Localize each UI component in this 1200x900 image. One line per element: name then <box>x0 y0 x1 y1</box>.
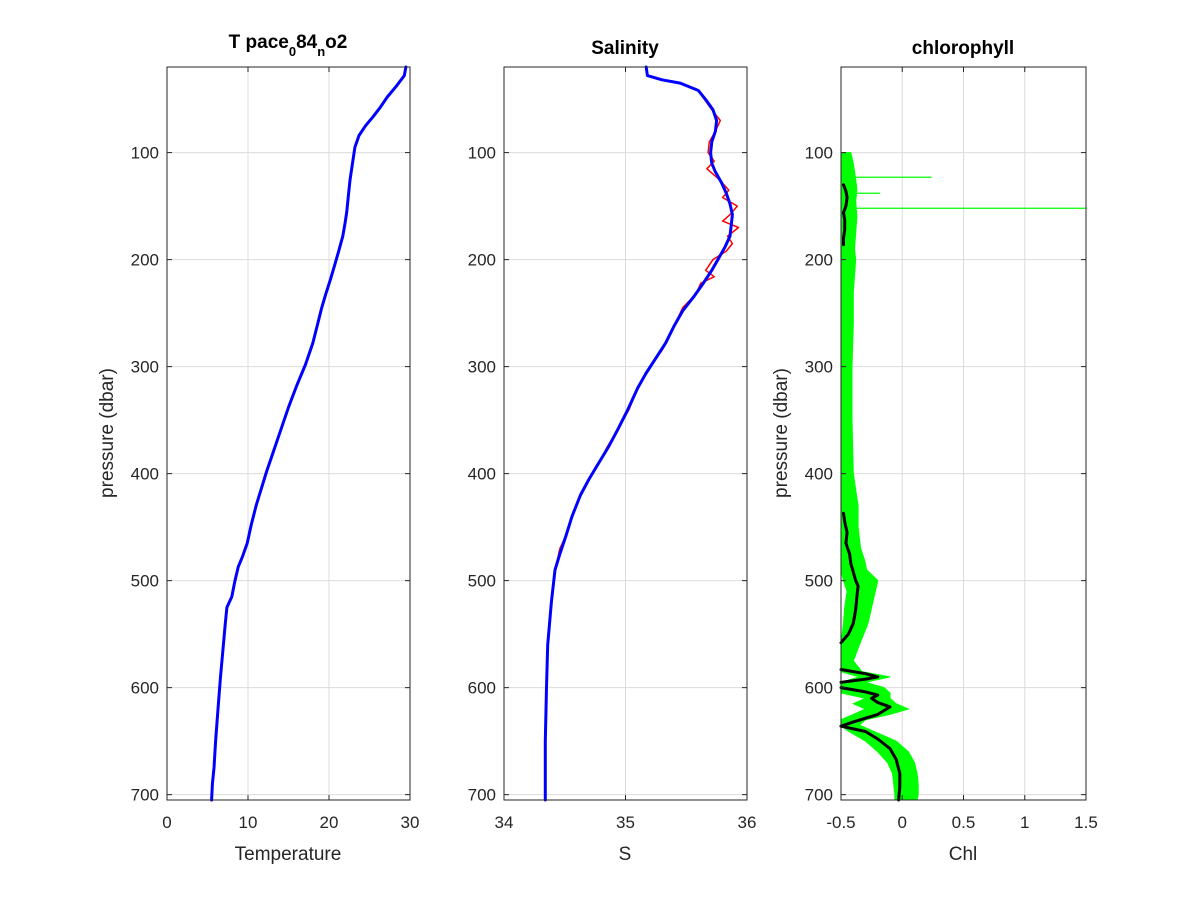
temperature-title: T pace084no2 <box>229 32 348 59</box>
chlorophyll-smoothed-line-segment <box>839 686 892 728</box>
temperature-y-tick-label: 700 <box>131 786 159 805</box>
temperature-grid <box>167 67 410 800</box>
salinity-x-tick-label: 34 <box>495 813 514 832</box>
temperature-x-tick-label: 0 <box>162 813 171 832</box>
salinity-x-axis-label: S <box>619 844 632 865</box>
chlorophyll-y-tick-label: 700 <box>805 786 833 805</box>
chlorophyll-x-tick-label: -0.5 <box>826 813 855 832</box>
chlorophyll-axes-box <box>840 66 1087 801</box>
temperature-x-tick-label: 30 <box>401 813 420 832</box>
chlorophyll-y-tick-label: 200 <box>805 251 833 270</box>
chlorophyll-ticks: -0.5 0 0.5 1 1.5 100 200 300 400 500 600 700 <box>805 67 1098 832</box>
chlorophyll-grid <box>841 67 1086 800</box>
chlorophyll-x-tick-label: 1.5 <box>1074 813 1098 832</box>
temperature-y-tick-label: 300 <box>131 358 159 377</box>
salinity-y-tick-label: 700 <box>468 786 496 805</box>
temperature-y-tick-label: 600 <box>131 679 159 698</box>
salinity-x-tick-label: 35 <box>616 813 635 832</box>
chlorophyll-x-tick-label: 0 <box>898 813 907 832</box>
salinity-y-tick-label: 200 <box>468 251 496 270</box>
temperature-y-tick-label: 100 <box>131 144 159 163</box>
chlorophyll-y-tick-label: 600 <box>805 679 833 698</box>
chlorophyll-x-axis-label: Chl <box>949 844 978 865</box>
salinity-panel: 34 35 36 100 200 300 400 500 600 700 Salinity S <box>468 38 757 865</box>
chlorophyll-y-tick-label: 500 <box>805 572 833 591</box>
chlorophyll-series <box>839 152 1086 802</box>
temperature-axes-box <box>166 66 411 801</box>
salinity-series-line-1 <box>543 65 734 802</box>
temperature-x-tick-label: 20 <box>320 813 339 832</box>
temperature-y-tick-label: 200 <box>131 251 159 270</box>
salinity-y-tick-label: 600 <box>468 679 496 698</box>
chlorophyll-smoothed-line-segment <box>839 668 880 684</box>
chlorophyll-x-tick-label: 0.5 <box>952 813 976 832</box>
temperature-y-tick-label: 500 <box>131 572 159 591</box>
chlorophyll-smoothed-line-segment <box>842 183 849 247</box>
temperature-panel: 0 10 20 30 100 200 300 400 500 600 700 T pace084no… <box>97 32 419 865</box>
salinity-y-tick-label: 400 <box>468 465 496 484</box>
chlorophyll-x-tick-label: 1 <box>1020 813 1029 832</box>
chlorophyll-title: chlorophyll <box>912 38 1014 59</box>
salinity-title: Salinity <box>591 38 659 59</box>
salinity-grid <box>504 67 747 800</box>
chlorophyll-y-axis-label: pressure (dbar) <box>771 368 792 498</box>
salinity-axes-box <box>503 66 748 801</box>
salinity-x-tick-label: 36 <box>738 813 757 832</box>
salinity-y-tick-label: 300 <box>468 358 496 377</box>
temperature-x-axis-label: Temperature <box>235 844 342 865</box>
chlorophyll-smoothed-line-segment <box>839 724 902 802</box>
temperature-y-tick-label: 400 <box>131 465 159 484</box>
temperature-ticks: 0 10 20 30 100 200 300 400 500 600 700 <box>131 67 420 832</box>
chlorophyll-smoothed-line-segment <box>839 511 860 645</box>
salinity-ticks: 34 35 36 100 200 300 400 500 600 700 <box>468 67 757 832</box>
chlorophyll-panel: -0.5 0 0.5 1 1.5 100 200 300 400 500 600 700 chloro… <box>771 38 1098 865</box>
temperature-series-line-0 <box>210 65 408 802</box>
chlorophyll-y-tick-label: 400 <box>805 465 833 484</box>
temperature-y-axis-label: pressure (dbar) <box>97 368 118 498</box>
temperature-axes-background <box>167 67 410 800</box>
temperature-series <box>210 65 408 802</box>
salinity-y-tick-label: 100 <box>468 144 496 163</box>
salinity-y-tick-label: 500 <box>468 572 496 591</box>
chlorophyll-y-tick-label: 100 <box>805 144 833 163</box>
temperature-x-tick-label: 10 <box>239 813 258 832</box>
salinity-series <box>543 65 740 802</box>
chlorophyll-y-tick-label: 300 <box>805 358 833 377</box>
